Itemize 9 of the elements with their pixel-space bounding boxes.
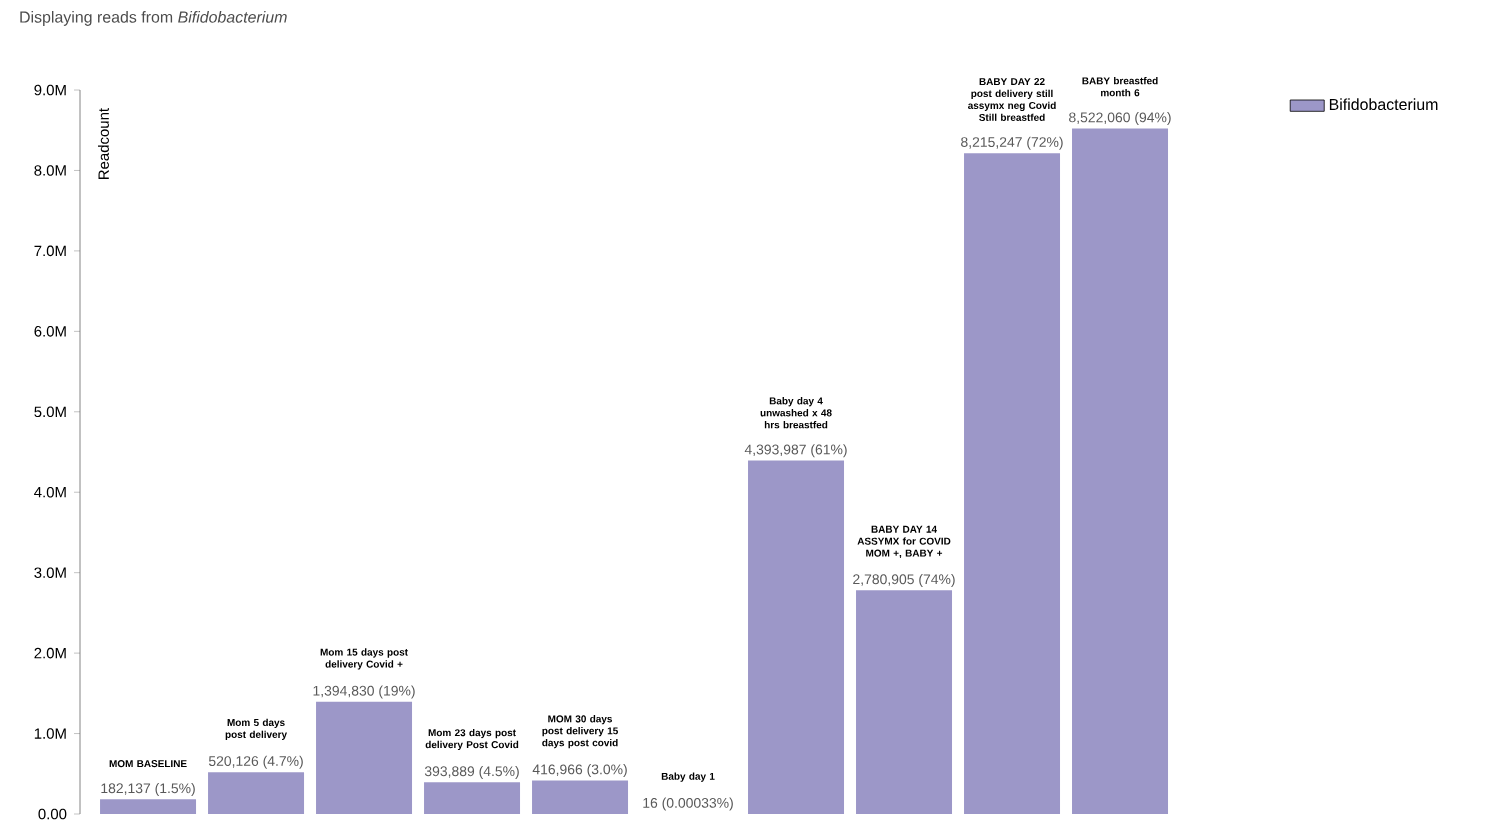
bar [532, 780, 629, 814]
bar [100, 799, 197, 814]
bar [748, 460, 845, 814]
bar [856, 590, 953, 814]
bar [208, 772, 305, 814]
bar [424, 782, 521, 814]
bar [316, 701, 413, 814]
bar [1072, 128, 1169, 814]
bar [964, 153, 1061, 814]
